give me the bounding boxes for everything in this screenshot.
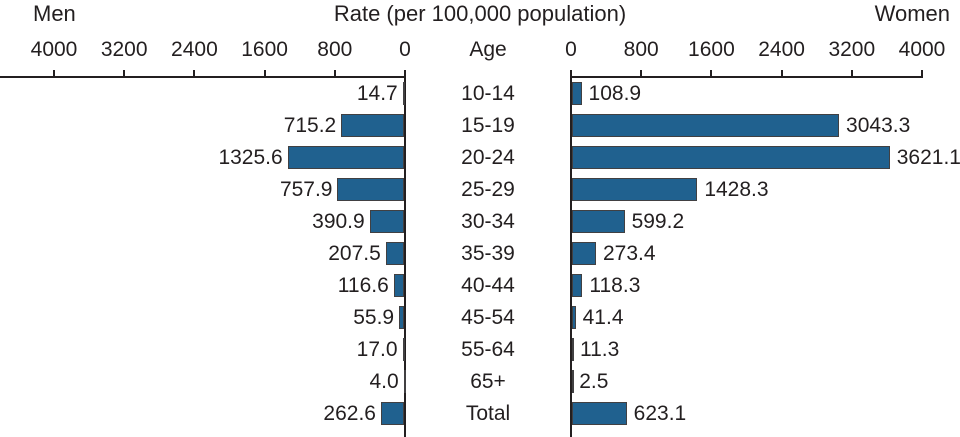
age-column-header: Age: [469, 38, 507, 61]
men-value-label: 116.6: [337, 273, 389, 297]
age-label: 10-14: [461, 81, 515, 105]
women-axis-tick-label: 0: [565, 38, 577, 61]
men-axis-tick: [404, 70, 406, 76]
men-value-label: 4.0: [369, 369, 399, 393]
women-top-axis-line: [570, 76, 923, 78]
men-value-label: 262.6: [323, 401, 376, 425]
women-axis-tick-label: 4000: [898, 38, 946, 61]
women-value-label: 623.1: [633, 401, 687, 425]
women-axis-tick: [780, 70, 783, 76]
women-value-label: 1428.3: [704, 177, 769, 201]
women-value-label: 2.5: [579, 369, 609, 393]
age-label: 55-64: [461, 337, 515, 361]
women-bar: [572, 338, 574, 361]
men-bar: [399, 306, 404, 329]
women-axis-tick: [710, 70, 713, 76]
women-series-title: Women: [874, 1, 950, 26]
women-value-label: 118.3: [589, 273, 641, 297]
women-bar: [572, 146, 890, 169]
women-value-label: 41.4: [582, 305, 624, 329]
men-bar: [402, 82, 405, 105]
women-value-label: 273.4: [602, 241, 656, 265]
men-axis-tick: [53, 70, 55, 76]
age-label: 45-54: [461, 305, 515, 329]
men-value-label: 17.0: [356, 337, 398, 361]
men-bar: [393, 274, 404, 297]
age-label: 25-29: [461, 177, 515, 201]
women-bar: [572, 114, 840, 137]
men-value-label: 207.5: [328, 241, 381, 265]
men-axis-tick: [263, 70, 266, 76]
men-value-label: 757.9: [279, 177, 333, 201]
women-axis-tick: [850, 70, 853, 76]
women-bar: [572, 370, 574, 393]
men-axis-tick-label: 2400: [171, 38, 218, 61]
women-bar: [572, 178, 698, 201]
men-bar: [403, 370, 406, 393]
men-axis-tick-label: 1600: [241, 38, 288, 61]
men-top-axis-line: [0, 76, 406, 78]
men-bar: [341, 114, 404, 137]
men-axis-tick-label: 0: [399, 38, 411, 61]
women-value-label: 3043.3: [846, 113, 911, 137]
age-label: 30-34: [461, 209, 515, 233]
women-axis-tick: [640, 70, 643, 76]
women-axis-tick: [921, 70, 923, 76]
men-value-label: 55.9: [353, 305, 395, 329]
women-bar: [572, 82, 582, 105]
men-axis-tick-label: 3200: [100, 38, 148, 61]
women-value-label: 599.2: [631, 209, 685, 233]
women-axis-tick: [570, 70, 572, 76]
women-axis-tick-label: 3200: [828, 38, 876, 61]
men-axis-tick: [193, 70, 196, 76]
women-bar: [572, 306, 576, 329]
men-bar: [369, 210, 404, 233]
women-bar: [572, 242, 596, 265]
men-value-label: 715.2: [283, 113, 337, 137]
men-value-label: 1325.6: [218, 145, 283, 169]
women-bar: [572, 210, 625, 233]
women-axis-tick-label: 2400: [758, 38, 805, 61]
chart-title: Rate (per 100,000 population): [333, 1, 627, 26]
age-label: 35-39: [461, 241, 515, 265]
women-value-label: 108.9: [588, 81, 642, 105]
men-axis-tick-label: 4000: [30, 38, 78, 61]
men-bar: [287, 146, 404, 169]
women-value-label: 11.3: [579, 337, 620, 361]
age-label: 15-19: [461, 113, 515, 137]
age-label: 65+: [470, 369, 506, 393]
men-bar: [380, 402, 404, 425]
age-label: 40-44: [461, 273, 515, 297]
men-axis-tick-label: 800: [317, 38, 353, 61]
men-bar: [402, 338, 405, 361]
age-label: 20-24: [461, 145, 515, 169]
men-zero-baseline: [404, 76, 406, 437]
men-series-title: Men: [33, 1, 76, 26]
women-axis-tick-label: 800: [623, 38, 659, 61]
men-axis-tick: [333, 70, 336, 76]
men-axis-tick: [123, 70, 126, 76]
women-bar: [572, 274, 583, 297]
men-value-label: 14.7: [356, 81, 398, 105]
age-label: Total: [465, 401, 511, 425]
women-bar: [572, 402, 627, 425]
men-bar: [337, 178, 404, 201]
women-axis-tick-label: 1600: [688, 38, 735, 61]
men-value-label: 390.9: [312, 209, 365, 233]
women-zero-baseline: [570, 76, 572, 437]
women-value-label: 3621.1: [896, 145, 960, 169]
men-bar: [385, 242, 404, 265]
